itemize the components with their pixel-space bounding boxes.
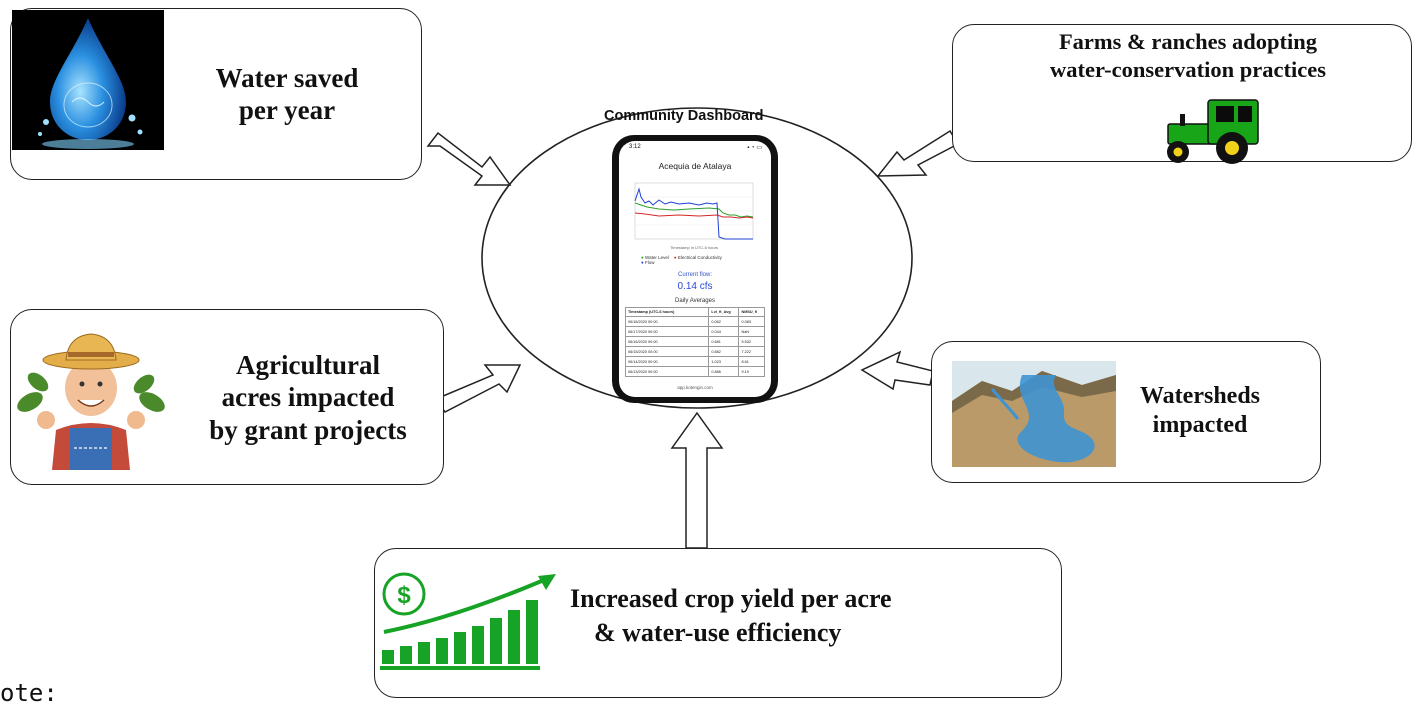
svg-text:$: $ [397,582,411,609]
arrow-watersheds [860,350,934,391]
series-flow-line [634,187,753,240]
phone-mockup: 3:12 ▪ ◔ ▭ Acequia de Atalaya Timestamp … [612,135,778,403]
table-header[interactable]: Timestamp (UTC-6 hours) [624,307,710,317]
status-icons: ▪ ◔ ▭ [747,145,762,151]
dashboard-title: Community Dashboard [604,108,764,124]
farms-label: Farms & ranches adopting water-conservati… [1050,29,1326,83]
table-cell: 06/17/2020 00:00 [624,326,710,337]
acres-label: Agricultural acres impacted by grant proje… [209,350,407,445]
legend-ec: ● Electrical Conductivity [673,255,722,260]
farmer-icon [17,333,165,470]
table-cell: 0.886 [708,366,740,377]
table-cell: 06/14/2020 00:00 [624,356,710,367]
arrow-acres [434,364,522,413]
current-flow-label: Current flow: [677,272,712,278]
watersheds-label: Watersheds impacted [1140,383,1260,438]
table-row: 06/13/2020 00:00 0.886 9.19 [624,366,765,377]
table-header[interactable]: Lvl_ft_Avg [708,307,740,317]
footer-note-fragment: ote: [0,679,58,707]
table-header[interactable]: NMSU_fl [738,307,765,317]
legend-flow: ● Flow [641,260,655,265]
arrow-water-saved [426,131,512,186]
daily-averages-label: Daily Averages [675,298,715,304]
table-cell: 7.222 [738,346,765,357]
watershed-icon [952,361,1116,467]
water-drop-icon [38,18,143,149]
table-row: 06/17/2020 00:00 0.044 NaN [624,326,765,337]
table-cell: 0.882 [708,346,740,357]
table-cell: 8.61 [738,356,765,367]
box-crop-yield [374,548,1062,698]
table-cell: 06/18/2020 00:00 [624,316,710,327]
table-cell: 0.083 [738,316,765,327]
app-title: Acequia de Atalaya [658,161,732,171]
table-header-row: Timestamp (UTC-6 hours) Lvl_ft_Avg NMSU_… [624,307,765,317]
growth-chart-icon: $ [380,572,556,670]
table-cell: 0.044 [708,326,740,337]
app-url[interactable]: app.kotengin.com [677,385,713,390]
series-ec-line [634,212,754,219]
table-cell: 06/13/2020 00:00 [624,366,710,377]
crop-yield-label: Increased crop yield per acre & water-use… [570,584,892,647]
table-row: 06/18/2020 00:00 0.062 0.083 [624,316,765,327]
phone-screen: 3:12 ▪ ◔ ▭ Acequia de Atalaya Timestamp … [619,141,771,397]
table-cell: 06/16/2020 00:00 [624,336,710,347]
flow-chart: Timestamp in UTC-6 hours [634,182,754,250]
series-water-level-line [634,202,754,218]
table-cell: 9.19 [738,366,765,377]
water-drop-image [12,10,164,150]
arrow-crop-yield [670,411,724,549]
legend-water-level: ● Water Level [641,255,669,260]
arrow-farms [876,129,960,177]
table-row: 06/16/2020 00:00 0.681 5.532 [624,336,765,347]
chart-legend: ● Water Level ● Electrical Conductivity … [641,255,761,265]
current-flow-value: 0.14 cfs [677,281,713,292]
table-cell: 06/15/2020 00:00 [624,346,710,357]
table-row: 06/15/2020 00:00 0.882 7.222 [624,346,765,357]
tractor-icon [1167,99,1259,164]
table-row: 06/14/2020 00:00 1.023 8.61 [624,356,765,367]
chart-x-axis-label: Timestamp in UTC-6 hours [670,245,718,250]
table-cell: 5.532 [738,336,765,347]
daily-averages-table: Timestamp (UTC-6 hours) Lvl_ft_Avg NMSU_… [624,307,765,377]
table-cell: 0.062 [708,316,740,327]
water-saved-label: Water saved per year [215,63,359,126]
table-cell: NaN [738,326,765,337]
table-cell: 0.681 [708,336,740,347]
status-time: 3:12 [629,144,641,150]
table-cell: 1.023 [708,356,740,367]
